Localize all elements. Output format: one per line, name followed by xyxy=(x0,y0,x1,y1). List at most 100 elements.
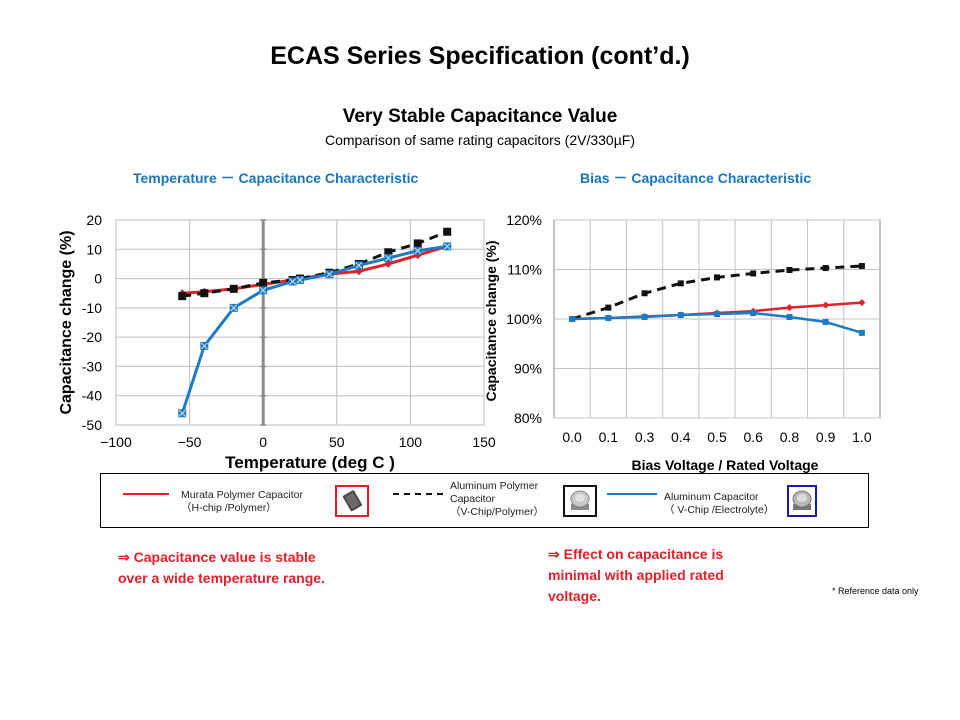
temperature-chart-heading: Temperature － Capacitance Characteristic xyxy=(133,170,419,186)
bias-y-tick-label: 110% xyxy=(507,262,542,278)
temp-point-aluminum xyxy=(288,277,297,286)
temp-y-tick-label: -20 xyxy=(82,329,102,345)
bias-point-polymer xyxy=(677,280,684,287)
bias-note-line3: voltage. xyxy=(548,588,601,604)
bias-point-murata xyxy=(785,304,793,312)
section-title: Very Stable Capacitance Value xyxy=(342,106,618,127)
bias-x-axis-label: Bias Voltage / Rated Voltage xyxy=(632,457,819,473)
temp-point-polymer xyxy=(384,248,393,257)
legend-polymer-line2: Capacitor xyxy=(450,493,495,505)
bias-point-polymer xyxy=(750,270,757,277)
legend-polymer-line xyxy=(393,493,443,495)
temp-point-aluminum xyxy=(259,286,268,295)
bias-note: ⇒ Effect on capacitance is minimal with … xyxy=(548,544,724,607)
legend-aluminum-line1: Aluminum Capacitor xyxy=(664,491,759,503)
bias-x-tick-label: 0.1 xyxy=(599,429,619,445)
bias-x-tick-label: 0.5 xyxy=(707,429,727,445)
bias-x-tick-label: 0.8 xyxy=(780,429,800,445)
bias-point-aluminum xyxy=(786,314,793,321)
temp-point-polymer xyxy=(413,239,422,248)
bias-capacitance-chart: 120% 110% 100% 90% 80% 0.0 0.1 0.3 0.4 0.5 0.6 0.8 0… xyxy=(483,212,881,473)
bias-y-tick-label: 100% xyxy=(506,311,542,327)
bias-point-aluminum xyxy=(858,329,865,336)
temp-point-polymer xyxy=(443,227,452,236)
temp-x-tick-label: 0 xyxy=(259,434,267,450)
bias-point-polymer xyxy=(605,304,612,311)
bias-point-murata xyxy=(822,301,830,309)
temp-x-tick-label: 100 xyxy=(399,434,423,450)
bias-x-tick-label: 0.3 xyxy=(635,429,655,445)
temperature-note-line2: over a wide temperature range. xyxy=(118,570,325,586)
legend-polymer-line3: （V-Chip/Polymer） xyxy=(450,506,544,518)
bias-point-aluminum xyxy=(641,314,648,321)
temp-y-tick-label: -40 xyxy=(82,388,102,404)
temp-y-tick-label: -50 xyxy=(82,417,102,433)
bias-x-tick-label: 0.0 xyxy=(562,429,582,445)
temp-point-aluminum xyxy=(178,409,187,418)
bias-point-aluminum xyxy=(822,318,829,325)
temp-point-aluminum xyxy=(325,270,334,279)
bias-y-tick-label: 80% xyxy=(514,410,542,426)
polymer-chip-image xyxy=(563,485,597,517)
bias-chart-heading: Bias － Capacitance Characteristic xyxy=(580,170,812,186)
bias-y-tick-label: 120% xyxy=(506,212,542,228)
temp-series-polymer-line xyxy=(182,230,448,298)
bias-note-line2: minimal with applied rated xyxy=(548,567,724,583)
bias-point-polymer xyxy=(858,263,865,270)
legend-aluminum-line2: （ V-Chip /Electrolyte） xyxy=(664,504,775,516)
temp-y-tick-label: 10 xyxy=(86,241,102,257)
temp-point-polymer xyxy=(178,292,187,301)
aluminum-chip-icon xyxy=(792,490,812,510)
bias-y-axis-label: Capacitance change (%) xyxy=(483,240,499,401)
temp-point-polymer xyxy=(259,278,268,287)
temp-y-tick-label: -10 xyxy=(82,300,102,316)
legend-murata-line1: Murata Polymer Capacitor xyxy=(181,489,303,501)
temp-y-tick-label: 20 xyxy=(86,212,102,228)
bias-point-polymer xyxy=(822,265,829,272)
bias-note-line1: ⇒ Effect on capacitance is xyxy=(548,546,724,562)
legend-aluminum-line xyxy=(607,493,657,495)
murata-chip-image xyxy=(335,485,369,517)
bias-x-tick-label: 0.6 xyxy=(743,429,763,445)
temp-x-tick-label: −50 xyxy=(178,434,202,450)
temp-y-tick-label: 0 xyxy=(94,271,102,287)
bias-point-murata xyxy=(858,299,866,307)
temp-x-tick-label: 150 xyxy=(472,434,496,450)
bias-point-aluminum xyxy=(677,312,684,319)
legend-aluminum-label: Aluminum Capacitor （ V-Chip /Electrolyte… xyxy=(664,491,774,517)
temperature-note: ⇒ Capacitance value is stable over a wid… xyxy=(118,547,325,589)
temperature-note-line1: ⇒ Capacitance value is stable xyxy=(118,549,316,565)
bias-point-polymer xyxy=(641,290,648,297)
murata-chip-icon xyxy=(342,490,363,512)
legend-murata-line2: （H-chip /Polymer） xyxy=(181,502,277,514)
temp-point-polymer xyxy=(229,284,238,293)
page-title: ECAS Series Specification (cont’d.) xyxy=(270,42,690,70)
temp-point-aluminum xyxy=(296,276,304,285)
temp-point-aluminum xyxy=(200,341,209,350)
temp-point-aluminum xyxy=(413,246,422,255)
temp-series-aluminum-line xyxy=(180,244,448,414)
temp-point-aluminum xyxy=(354,261,363,270)
legend-murata-label: Murata Polymer Capacitor （H-chip /Polyme… xyxy=(181,489,303,515)
legend-polymer-label: Aluminum Polymer Capacitor （V-Chip/Polym… xyxy=(450,480,544,519)
bias-point-polymer xyxy=(714,274,720,281)
temp-y-axis-label: Capacitance change (%) xyxy=(58,230,75,414)
temp-x-axis-label: Temperature (deg C ) xyxy=(225,453,395,472)
bias-y-tick-label: 90% xyxy=(514,361,542,377)
aluminum-chip-image xyxy=(787,485,817,517)
polymer-chip-icon xyxy=(570,490,590,510)
temp-point-murata xyxy=(413,251,422,260)
legend-polymer-line1: Aluminum Polymer xyxy=(450,480,539,492)
bias-x-tick-label: 0.9 xyxy=(816,429,836,445)
bias-x-tick-label: 0.4 xyxy=(671,429,691,445)
reference-note: * Reference data only xyxy=(832,586,919,596)
bias-point-aluminum xyxy=(750,310,757,317)
temp-x-tick-label: 50 xyxy=(329,434,345,450)
bias-point-aluminum xyxy=(605,315,612,322)
temp-point-aluminum xyxy=(443,242,452,251)
temp-x-tick-label: −100 xyxy=(100,434,132,450)
bias-x-tick-label: 1.0 xyxy=(852,429,872,445)
temp-y-tick-label: -30 xyxy=(82,358,102,374)
temp-point-murata xyxy=(384,259,393,268)
